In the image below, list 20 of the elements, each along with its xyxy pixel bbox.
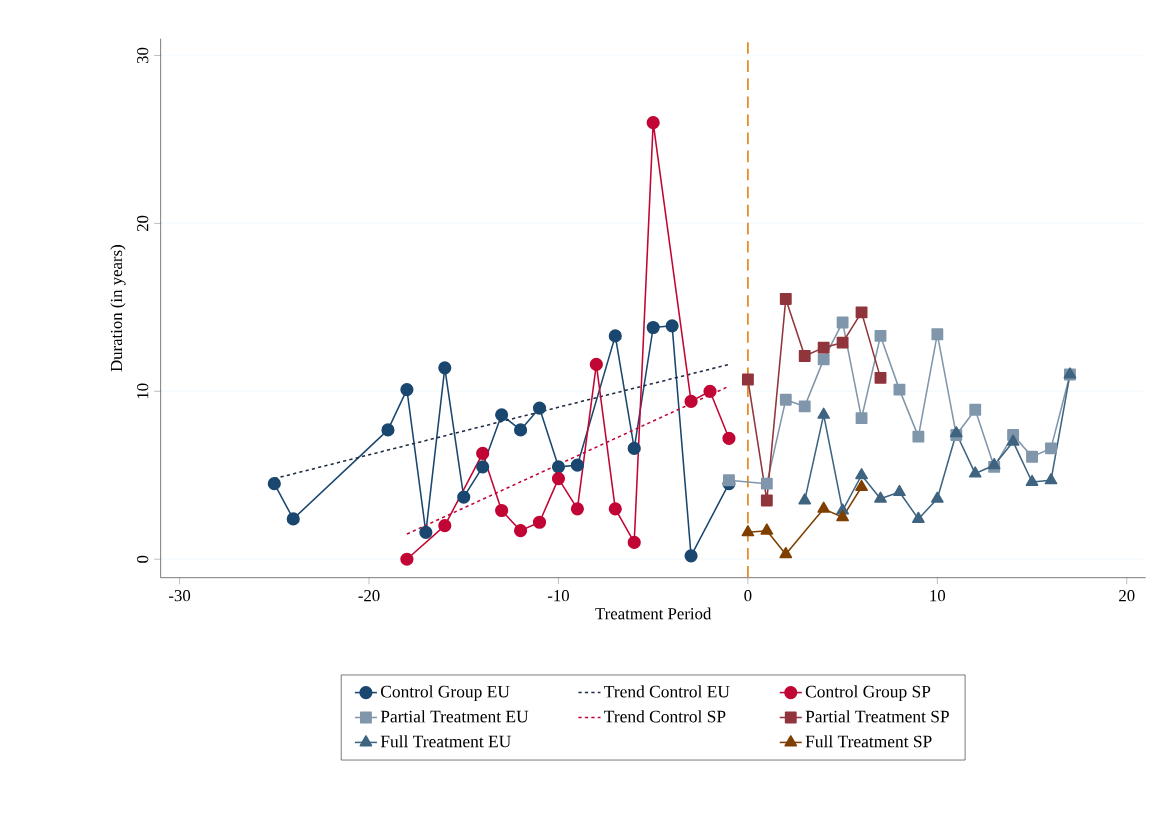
x-axis-title: Treatment Period [595,607,712,620]
legend-label: Trend Control EU [604,685,730,698]
y-tick-label: 30 [137,47,149,64]
y-tick-label: 20 [137,215,149,232]
legend-label: Partial Treatment SP [805,710,949,723]
legend-label: Control Group SP [805,685,931,702]
y-axis-title: Duration (in years) [110,245,126,372]
legend-label: Full Treatment EU [380,735,511,748]
y-tick-label: 10 [137,383,149,399]
x-tick-label: -10 [547,590,569,602]
y-tick-label: 0 [137,555,149,563]
x-tick-label: 10 [930,590,946,602]
legend-label: Full Treatment SP [805,735,932,748]
x-tick-label: -30 [169,590,191,602]
x-tick-label: -20 [358,590,380,602]
legend-label: Trend Control SP [604,710,726,723]
x-tick-label: 0 [744,590,752,602]
x-tick-label: 20 [1119,590,1135,602]
legend-label: Control Group EU [381,685,510,702]
legend-label: Partial Treatment EU [380,710,529,723]
